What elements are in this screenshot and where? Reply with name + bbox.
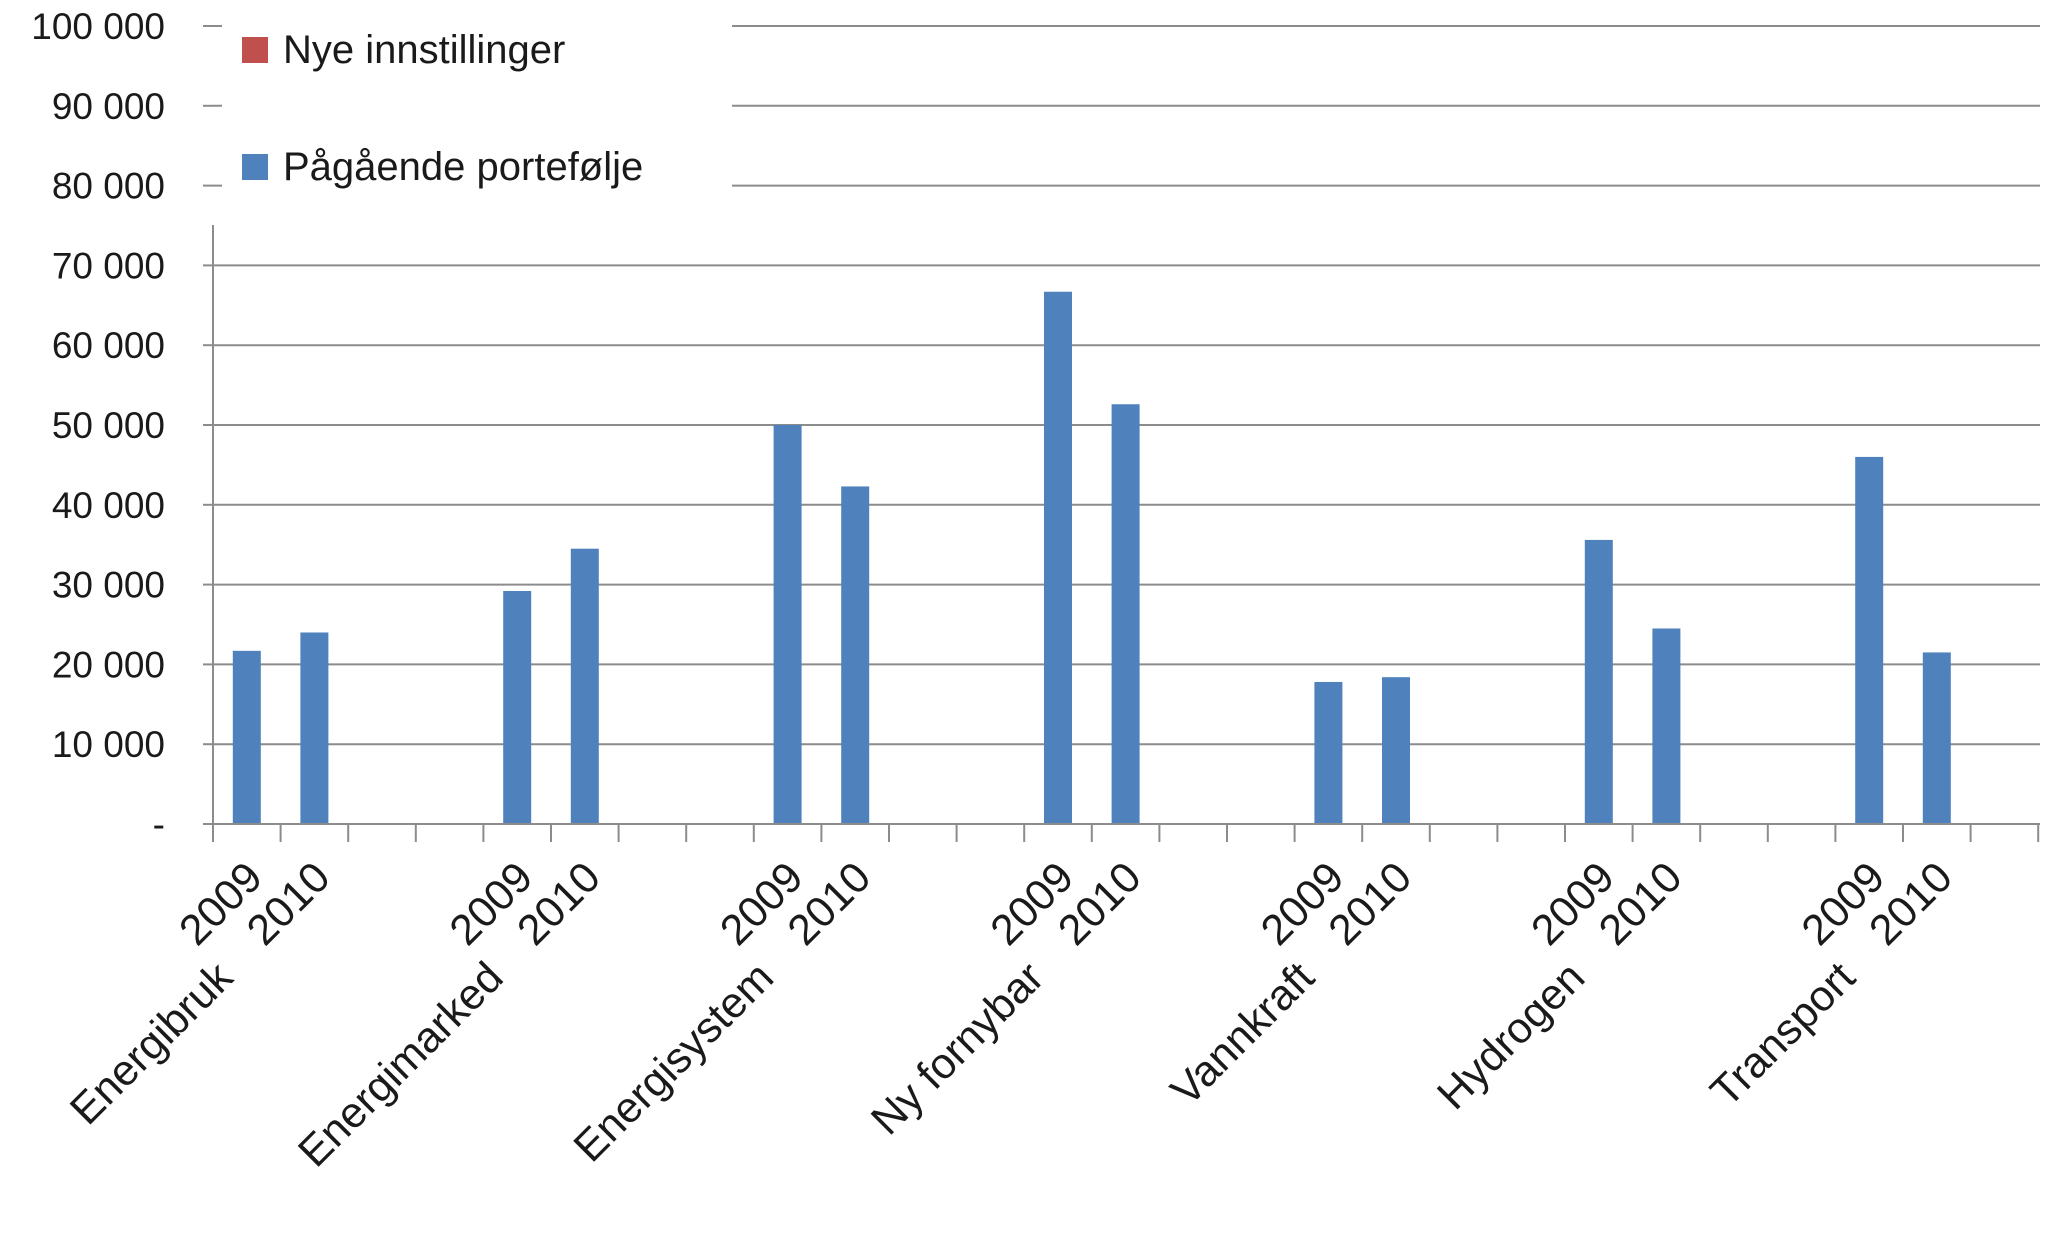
bar-energibruk-2010: [300, 632, 329, 824]
y-tick-label: 40 000: [52, 485, 165, 526]
legend-label-pagaende-portefolje: Pågående portefølje: [283, 145, 643, 189]
y-tick-label: 50 000: [52, 405, 165, 446]
bar-energisystem-2010: [841, 486, 870, 824]
y-tick-label: 90 000: [52, 86, 165, 127]
y-tick-label: 10 000: [52, 724, 165, 765]
y-tick-label: -: [153, 804, 165, 845]
bars: [232, 291, 1951, 824]
bar-ny-fornybar-2009: [1044, 291, 1072, 824]
bar-vannkraft-2009: [1314, 681, 1343, 824]
bar-vannkraft-2010: [1382, 677, 1410, 824]
x-category-label: Hydrogen: [1428, 953, 1594, 1119]
bar-ny-fornybar-2010: [1111, 404, 1140, 824]
legend: Nye innstillinger Pågående portefølje: [222, 14, 732, 204]
legend-swatch-nye-innstillinger: [242, 37, 268, 63]
y-tick-label: 30 000: [52, 565, 165, 606]
bar-hydrogen-2010: [1652, 628, 1681, 824]
y-tick-label: 100 000: [31, 6, 165, 47]
x-category-label: Energisystem: [565, 953, 783, 1171]
bar-energisystem-2009: [773, 425, 802, 824]
bar-energimarked-2010: [570, 548, 599, 824]
y-tick-label: 20 000: [52, 644, 165, 685]
x-category-label: Transport: [1702, 953, 1865, 1116]
legend-label-nye-innstillinger: Nye innstillinger: [283, 28, 565, 72]
y-tick-label: 60 000: [52, 325, 165, 366]
legend-swatch-pagaende-portefolje: [242, 154, 268, 180]
bar-energimarked-2009: [503, 590, 532, 824]
bar-transport-2009: [1855, 456, 1884, 824]
y-tick-label: 80 000: [52, 166, 165, 207]
bar-energibruk-2009: [232, 650, 261, 824]
x-category-label: Energibruk: [61, 953, 242, 1134]
legend-background: [222, 14, 732, 204]
bar-hydrogen-2009: [1584, 539, 1613, 824]
bar-transport-2010: [1922, 652, 1951, 824]
y-tick-label: 70 000: [52, 245, 165, 286]
x-category-label: Energimarked: [289, 953, 512, 1176]
y-axis: - 10 000 20 000 30 000 40 000 50 000 60 000 70 …: [31, 6, 214, 845]
x-category-label: Vannkraft: [1162, 953, 1324, 1115]
x-category-label: Ny fornybar: [862, 953, 1053, 1144]
x-axis: 20092010Energibruk20092010Energimarked20…: [61, 823, 2040, 1176]
